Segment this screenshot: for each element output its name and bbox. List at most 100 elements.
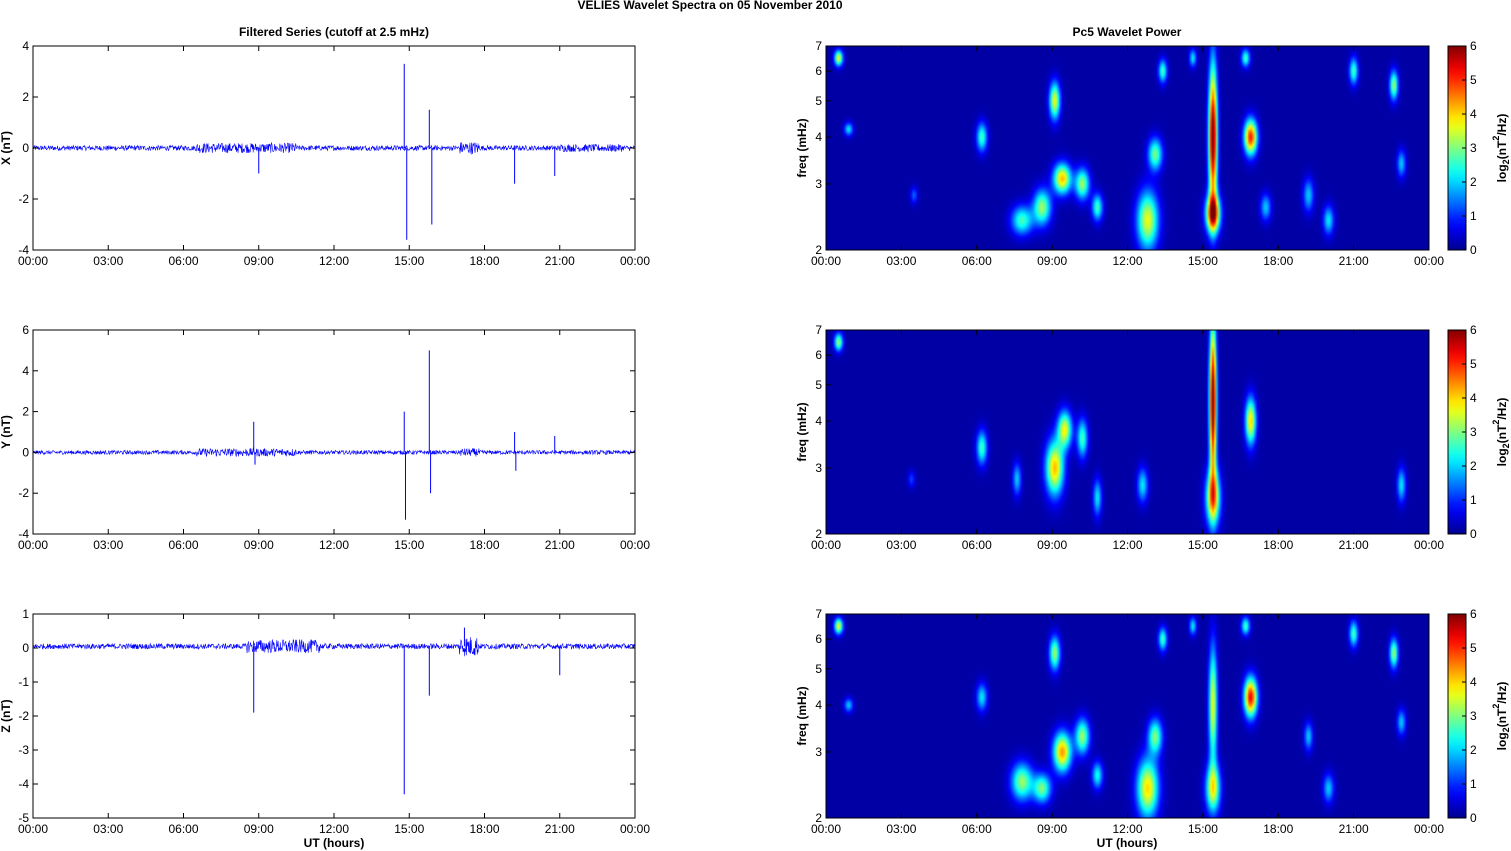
y-tick-label: -2 (18, 192, 29, 206)
colorbar-tick-label: 2 (1470, 459, 1477, 473)
colorbar-label: log2(nT2/Hz) (1491, 114, 1511, 183)
colorbar-label-part: log (1495, 448, 1509, 466)
wavelet-x-tick-label: 06:00 (962, 822, 992, 836)
y-tick-label: 3 (815, 177, 822, 191)
y-axis-label: freq (mHz) (795, 402, 809, 461)
colorbar-tick-label: 4 (1470, 675, 1477, 689)
colorbar-tick-label: 2 (1470, 743, 1477, 757)
left-x-axis-label: UT (hours) (304, 836, 365, 850)
wavelet-x-tick-label: 00:00 (811, 254, 841, 268)
colorbar-label-part: (nT (1495, 708, 1509, 727)
colorbar-label-part: /Hz) (1495, 682, 1509, 704)
series-trace (32, 637, 636, 657)
series-x-tick-label: 00:00 (18, 254, 48, 268)
y-tick-label: -3 (18, 743, 29, 757)
colorbar-tick-label: 0 (1470, 243, 1477, 257)
wavelet-x-tick-label: 00:00 (1414, 538, 1444, 552)
series-x-tick-label: 00:00 (620, 254, 650, 268)
colorbar-tick-label: 4 (1470, 391, 1477, 405)
y-tick-label: 6 (815, 632, 822, 646)
wavelet-x-tick-label: 03:00 (886, 822, 916, 836)
wavelet-x-tick-label: 09:00 (1037, 538, 1067, 552)
wavelet-panel-x: 2 3 4 5 6 7 00:00 03:00 06:00 09:00 12:00 15:00 18:0… (795, 39, 1511, 268)
y-tick-label: 4 (22, 39, 29, 53)
series-trace (32, 447, 636, 458)
colorbar-tick-label: 3 (1470, 425, 1477, 439)
colorbar-tick-label: 1 (1470, 493, 1477, 507)
colorbar-label: log2(nT2/Hz) (1491, 398, 1511, 467)
colorbar-tick-label: 6 (1470, 39, 1477, 53)
colorbar-label-part: log (1495, 164, 1509, 182)
colorbar-tick-label: 1 (1470, 777, 1477, 791)
y-tick-label: 5 (815, 94, 822, 108)
y-tick-label: 6 (22, 323, 29, 337)
wavelet-x-tick-label: 12:00 (1112, 254, 1142, 268)
colorbar-tick-label: 1 (1470, 209, 1477, 223)
y-tick-label: 0 (22, 445, 29, 459)
series-x-tick-label: 21:00 (545, 538, 575, 552)
series-x-tick-label: 00:00 (18, 538, 48, 552)
colorbar-tick-label: 5 (1470, 641, 1477, 655)
series-x-tick-label: 09:00 (244, 254, 274, 268)
y-tick-label: 4 (815, 414, 822, 428)
y-tick-label: 2 (22, 405, 29, 419)
wavelet-x-tick-label: 06:00 (962, 538, 992, 552)
y-tick-label: 3 (815, 745, 822, 759)
colorbar-tick-label: 3 (1470, 709, 1477, 723)
plot-area (33, 330, 635, 534)
series-x-tick-label: 12:00 (319, 822, 349, 836)
colorbar-tick-label: 3 (1470, 141, 1477, 155)
y-tick-label: 2 (815, 527, 822, 541)
wavelet-x-tick-label: 21:00 (1339, 822, 1369, 836)
y-tick-label: -2 (18, 709, 29, 723)
y-tick-label: 4 (815, 698, 822, 712)
y-tick-label: -2 (18, 486, 29, 500)
series-x-tick-label: 12:00 (319, 254, 349, 268)
series-x-tick-label: 06:00 (168, 538, 198, 552)
series-x-tick-label: 09:00 (244, 538, 274, 552)
figure-title: VELIES Wavelet Spectra on 05 November 20… (577, 0, 842, 12)
y-tick-label: 0 (22, 141, 29, 155)
wavelet-x-tick-label: 00:00 (1414, 822, 1444, 836)
y-axis-label: Z (nT) (0, 699, 13, 732)
colorbar-label-part: 2 (1501, 727, 1511, 732)
y-tick-label: 2 (22, 90, 29, 104)
y-tick-label: -4 (18, 243, 29, 257)
wavelet-x-tick-label: 18:00 (1263, 254, 1293, 268)
y-tick-label: 7 (815, 39, 822, 53)
y-tick-label: 7 (815, 607, 822, 621)
series-x-tick-label: 18:00 (469, 538, 499, 552)
left-column-title: Filtered Series (cutoff at 2.5 mHz) (239, 25, 429, 39)
series-panel-z: -5 -4 -3 -2 -1 0 1 00:00 03:00 06:00 09:00 12:00 15:… (0, 607, 650, 836)
wavelet-x-tick-label: 21:00 (1339, 254, 1369, 268)
colorbar-tick-label: 2 (1470, 175, 1477, 189)
wavelet-x-tick-label: 00:00 (811, 822, 841, 836)
series-x-tick-label: 18:00 (469, 254, 499, 268)
series-x-tick-label: 15:00 (394, 822, 424, 836)
wavelet-x-tick-label: 12:00 (1112, 822, 1142, 836)
colorbar-gradient (1448, 330, 1466, 534)
colorbar-gradient (1448, 46, 1466, 250)
colorbar-label-part: /Hz) (1495, 398, 1509, 420)
y-tick-label: 4 (22, 364, 29, 378)
colorbar-tick-label: 5 (1470, 357, 1477, 371)
wavelet-x-tick-label: 09:00 (1037, 254, 1067, 268)
colorbar-label: log2(nT2/Hz) (1491, 682, 1511, 751)
y-tick-label: 7 (815, 323, 822, 337)
colorbar-label-part: 2 (1501, 443, 1511, 448)
wavelet-panel-y: 2 3 4 5 6 7 00:00 03:00 06:00 09:00 12:00 15:00 18:0… (795, 323, 1511, 552)
y-tick-label: 5 (815, 662, 822, 676)
colorbar-tick-label: 0 (1470, 527, 1477, 541)
y-tick-label: 3 (815, 461, 822, 475)
series-x-tick-label: 00:00 (620, 822, 650, 836)
series-x-tick-label: 18:00 (469, 822, 499, 836)
y-axis-label: Y (nT) (0, 415, 13, 449)
series-x-tick-label: 21:00 (545, 822, 575, 836)
y-tick-label: -4 (18, 777, 29, 791)
series-x-tick-label: 15:00 (394, 538, 424, 552)
series-x-tick-label: 03:00 (93, 254, 123, 268)
wavelet-panel-z: 2 3 4 5 6 7 00:00 03:00 06:00 09:00 12:00 15:00 18:0… (795, 607, 1511, 836)
